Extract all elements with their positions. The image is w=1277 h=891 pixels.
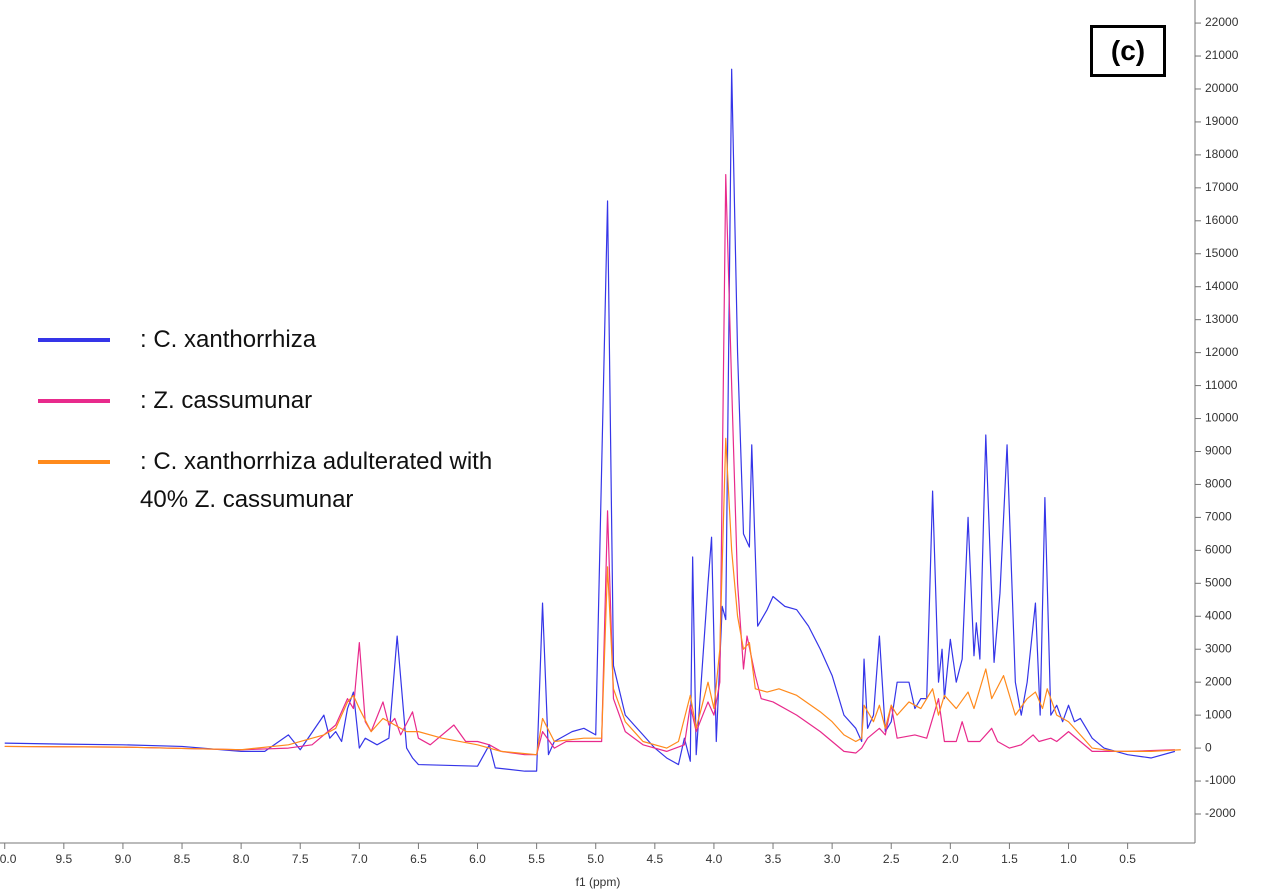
x-tick-label: 5.0	[587, 852, 604, 866]
legend-label: : C. xanthorrhiza adulterated with 40% Z…	[140, 448, 493, 513]
y-tick-label: 7000	[1205, 510, 1232, 524]
y-tick-label: 15000	[1205, 246, 1239, 260]
spectrum-line	[4, 437, 1181, 756]
y-tick-label: 0	[1205, 740, 1212, 754]
x-tick-label: 6.0	[469, 852, 486, 866]
y-tick-label: 2000	[1205, 674, 1232, 688]
x-tick-label: 6.5	[410, 852, 427, 866]
x-tick-label: 9.0	[115, 852, 132, 866]
y-tick-label: 18000	[1205, 147, 1239, 161]
y-tick-label: 5000	[1205, 575, 1232, 589]
y-tick-label: 11000	[1205, 378, 1238, 392]
legend-swatch	[38, 460, 110, 464]
y-tick-label: -2000	[1205, 806, 1236, 820]
legend-swatch	[38, 338, 110, 342]
spectrum-line	[4, 68, 1176, 772]
legend-label: : Z. cassumunar	[140, 387, 313, 414]
x-tick-label: 8.0	[233, 852, 250, 866]
x-tick-label: 3.5	[765, 852, 782, 866]
x-tick-label: 10.0	[0, 852, 17, 866]
x-tick-label: 1.5	[1001, 852, 1018, 866]
y-tick-label: 1000	[1205, 707, 1232, 721]
y-tick-label: -1000	[1205, 773, 1236, 787]
legend-label: : C. xanthorrhiza	[140, 326, 317, 353]
y-tick-label: 16000	[1205, 213, 1239, 227]
spectrum-line	[4, 174, 1175, 756]
y-tick-label: 13000	[1205, 312, 1239, 326]
y-tick-label: 12000	[1205, 345, 1239, 359]
x-tick-label: 7.5	[292, 852, 309, 866]
y-tick-label: 4000	[1205, 608, 1232, 622]
y-tick-label: 10000	[1205, 411, 1239, 425]
y-tick-label: 3000	[1205, 641, 1232, 655]
x-tick-label: 7.0	[351, 852, 368, 866]
x-tick-label: 3.0	[824, 852, 841, 866]
annotation: (c)	[1090, 25, 1166, 77]
x-tick-label: 8.5	[174, 852, 191, 866]
y-tick-label: 6000	[1205, 543, 1232, 557]
plot-area	[4, 68, 1181, 772]
x-tick-label: 4.5	[646, 852, 663, 866]
y-tick-label: 20000	[1205, 81, 1239, 95]
x-tick-label: 5.5	[528, 852, 545, 866]
x-tick-label: 1.0	[1060, 852, 1077, 866]
y-tick-label: 14000	[1205, 279, 1239, 293]
x-tick-label: 9.5	[55, 852, 72, 866]
x-tick-label: 4.0	[706, 852, 723, 866]
y-tick-label: 8000	[1205, 477, 1232, 491]
x-tick-label: 0.5	[1119, 852, 1136, 866]
y-tick-label: 19000	[1205, 114, 1239, 128]
x-axis-label: f1 (ppm)	[576, 875, 621, 889]
y-tick-label: 22000	[1205, 15, 1239, 29]
y-tick-label: 17000	[1205, 180, 1239, 194]
x-tick-label: 2.0	[942, 852, 959, 866]
legend-swatch	[38, 399, 110, 403]
y-tick-label: 21000	[1205, 48, 1239, 62]
y-tick-label: 9000	[1205, 444, 1232, 458]
x-tick-label: 2.5	[883, 852, 900, 866]
